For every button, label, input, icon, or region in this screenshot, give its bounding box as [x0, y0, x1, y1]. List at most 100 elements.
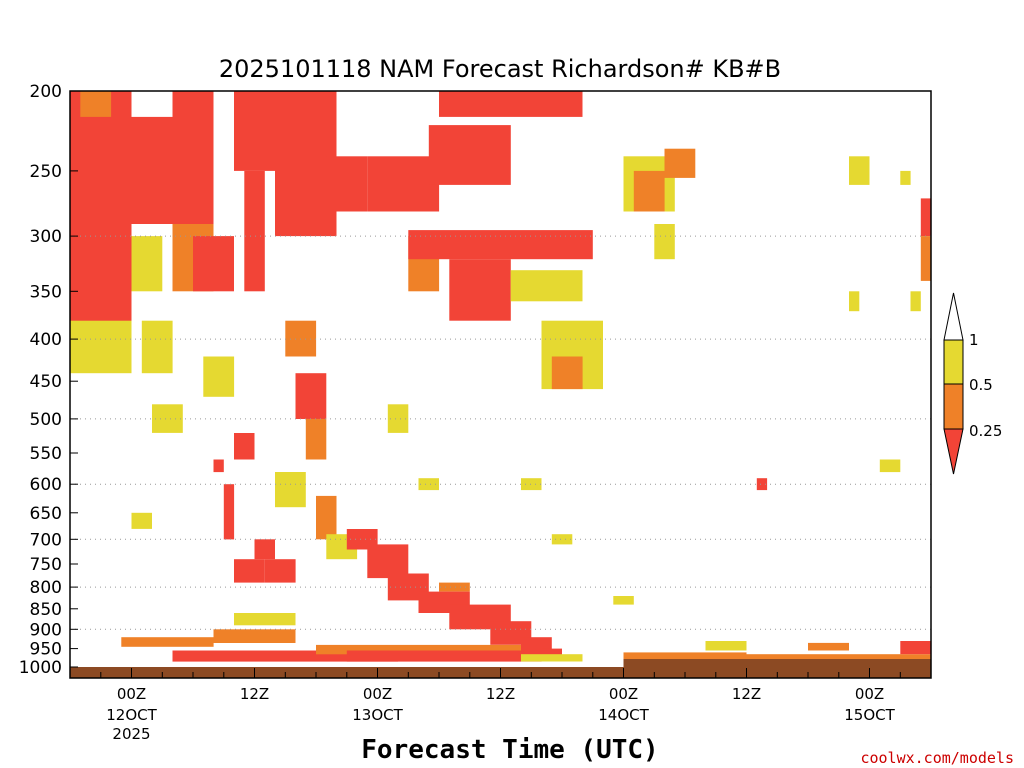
heat-cell: [223, 484, 235, 540]
heat-cell: [234, 559, 265, 583]
y-tick-label: 300: [30, 227, 62, 247]
heat-cell: [367, 156, 440, 212]
heat-cell: [264, 559, 296, 583]
heat-cell: [633, 170, 665, 212]
x-tick-label: 12Z: [240, 685, 269, 703]
heat-cell: [316, 495, 337, 540]
heat-cell: [910, 291, 921, 312]
heat-cell: [172, 650, 398, 662]
y-axis: 200 250 300 350 400 450 500 550 600 650 700 750 8008…: [19, 82, 78, 678]
x-tick-date: 15OCT: [844, 706, 895, 724]
heat-cell: [172, 91, 214, 224]
y-tick-label: 600: [30, 475, 62, 495]
colorbar-bottom-arrow: [943, 428, 964, 475]
heat-cell: [367, 544, 409, 579]
x-tick-label: 12Z: [486, 685, 515, 703]
heat-cell: [295, 373, 327, 419]
y-tick-label: 950: [30, 640, 62, 660]
y-tick-label: 450: [30, 372, 62, 392]
colorbar: 1 0.5 0.25: [943, 292, 1002, 475]
heat-cell: [551, 534, 573, 545]
heat-cell: [70, 91, 132, 340]
heat-cell: [449, 259, 511, 321]
heat-cell: [213, 459, 224, 473]
y-tick-label: 500: [30, 410, 62, 430]
heat-cell: [234, 613, 296, 626]
heat-cell: [920, 198, 932, 237]
heat-cell: [131, 236, 163, 292]
heat-cell: [746, 654, 931, 662]
heat-cell: [346, 529, 378, 550]
colorbar-label: 1: [969, 331, 979, 349]
heat-cell: [808, 642, 849, 651]
heat-cell: [551, 356, 583, 390]
heat-cell: [305, 418, 327, 460]
colorbar-bin: [943, 383, 964, 430]
heat-cell: [387, 404, 409, 433]
heat-cell: [613, 596, 634, 605]
x-tick-label: 00Z: [363, 685, 392, 703]
heat-cell: [346, 650, 542, 662]
heat-cell: [275, 91, 337, 237]
heat-cell: [756, 478, 768, 491]
gridlines: [70, 235, 931, 630]
x-tick-label: 00Z: [609, 685, 638, 703]
x-tick-label: 00Z: [117, 685, 146, 703]
heat-cell: [705, 641, 747, 651]
ground-fill: [623, 659, 931, 667]
heat-cell: [920, 236, 932, 281]
y-tick-label: 800: [30, 578, 62, 598]
heat-cell: [193, 236, 234, 292]
watermark: coolwx.com/models: [860, 749, 1014, 767]
colorbar-bin: [943, 339, 964, 385]
x-tick-date: 13OCT: [352, 706, 403, 724]
x-tick-year: 2025: [112, 725, 150, 743]
heat-cell: [849, 291, 860, 312]
heat-cell: [254, 539, 275, 560]
heat-cell: [428, 125, 511, 185]
heat-cell: [408, 230, 593, 260]
y-tick-label: 650: [30, 504, 62, 524]
heat-cell: [879, 459, 901, 473]
heat-cell: [521, 654, 583, 662]
x-tick-label: 12Z: [732, 685, 761, 703]
x-tick-date: 12OCT: [106, 706, 157, 724]
heat-cell: [654, 224, 675, 260]
y-tick-label: 1000: [19, 658, 62, 678]
heat-cell: [141, 320, 173, 374]
colorbar-label: 0.5: [969, 376, 993, 394]
heat-cell: [418, 478, 439, 491]
heat-cell: [131, 512, 152, 529]
heat-cell: [900, 170, 911, 185]
y-tick-label: 250: [30, 162, 62, 182]
heat-cell: [439, 582, 470, 592]
y-tick-label: 350: [30, 282, 62, 302]
heat-cell: [80, 91, 112, 117]
heat-cell: [70, 320, 132, 374]
heat-cell: [316, 644, 521, 655]
heat-cell: [521, 478, 542, 491]
y-tick-label: 200: [30, 82, 62, 102]
heat-cell: [510, 270, 583, 302]
heat-cell: [326, 156, 368, 212]
heat-cell: [623, 652, 747, 662]
heat-cell: [664, 148, 696, 178]
heatmap-cells: [70, 91, 932, 662]
heat-cell: [234, 91, 275, 171]
heat-cell: [439, 91, 583, 117]
x-tick-label: 00Z: [855, 685, 884, 703]
heat-cell: [849, 156, 870, 185]
y-tick-label: 900: [30, 620, 62, 640]
heat-cell: [234, 433, 255, 460]
y-tick-label: 750: [30, 555, 62, 575]
heat-cell: [203, 356, 235, 397]
heat-cell: [152, 404, 183, 433]
heat-cell: [275, 472, 306, 508]
colorbar-top-arrow: [943, 292, 964, 341]
y-tick-label: 850: [30, 600, 62, 620]
heat-cell: [121, 116, 173, 224]
colorbar-label: 0.25: [969, 422, 1002, 440]
x-axis-label: Forecast Time (UTC): [361, 735, 658, 765]
